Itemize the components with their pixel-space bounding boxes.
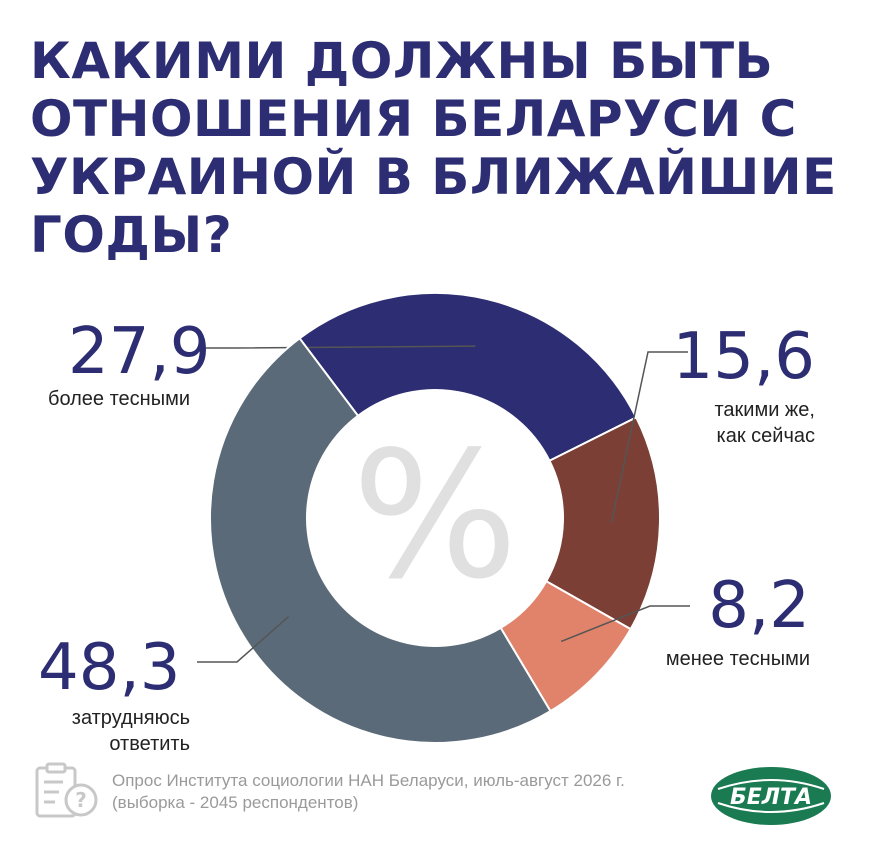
title-line: КАКИМИ ДОЛЖНЫ БЫТЬ [30, 32, 774, 90]
belta-logo: БЕЛТА [711, 767, 831, 825]
survey-source: Опрос Института социологии НАН Беларуси,… [112, 770, 692, 814]
svg-text:?: ? [75, 788, 87, 812]
page-title: КАКИМИ ДОЛЖНЫ БЫТЬ ОТНОШЕНИЯ БЕЛАРУСИ С … [30, 32, 850, 264]
title-line: ОТНОШЕНИЯ БЕЛАРУСИ С [30, 90, 797, 148]
leader-hard [197, 615, 290, 663]
label-closer: более тесными [47, 388, 190, 410]
logo-text: БЕЛТА [730, 785, 812, 810]
leader-closer [197, 345, 476, 349]
label-same-line: такими же, [714, 399, 815, 421]
value-less: 8,2 [708, 569, 810, 643]
value-same: 15,6 [672, 320, 816, 394]
label-less: менее тесными [665, 648, 810, 670]
leader-less [560, 605, 690, 643]
clipboard-question-icon: ? [35, 762, 98, 818]
label-hard: затрудняюсь ответить [20, 705, 190, 757]
leader-same [610, 351, 688, 523]
survey-source-line: (выборка - 2045 респондентов) [112, 793, 359, 812]
percent-symbol: % [352, 415, 518, 618]
title-line: УКРАИНОЙ В БЛИЖАЙШИЕ [30, 148, 837, 206]
title-line: ГОДЫ? [30, 206, 233, 264]
label-same: такими же, как сейчас [640, 397, 815, 449]
label-same-line: как сейчас [716, 425, 815, 447]
survey-source-line: Опрос Института социологии НАН Беларуси,… [112, 771, 625, 790]
label-hard-line: затрудняюсь [71, 707, 190, 729]
value-hard: 48,3 [38, 631, 181, 705]
slice-closer [298, 292, 638, 463]
slice-hard [209, 336, 552, 744]
value-closer: 27,9 [68, 315, 211, 389]
label-hard-line: ответить [109, 733, 190, 755]
